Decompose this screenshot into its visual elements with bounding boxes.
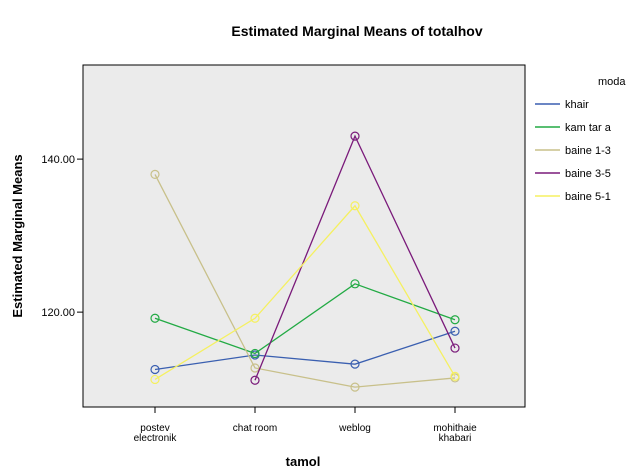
legend-label: kam tar a: [565, 122, 612, 134]
legend-label: baine 3-5: [565, 168, 611, 180]
y-tick-label: 120.00: [41, 307, 75, 319]
legend-label: baine 5-1: [565, 191, 611, 203]
legend-label: khair: [565, 99, 589, 111]
plot-area: [83, 65, 525, 407]
x-tick-label: chat room: [233, 423, 277, 434]
legend-label: baine 1-3: [565, 145, 611, 157]
y-axis-label: Estimated Marginal Means: [10, 154, 25, 317]
chart: Estimated Marginal Means of totalhov Est…: [0, 0, 628, 472]
legend-title: moda: [598, 76, 626, 88]
y-tick-label: 140.00: [41, 154, 75, 166]
chart-title: Estimated Marginal Means of totalhov: [231, 23, 482, 39]
x-axis-label: tamol: [286, 454, 321, 469]
x-tick-label: weblog: [338, 423, 371, 434]
